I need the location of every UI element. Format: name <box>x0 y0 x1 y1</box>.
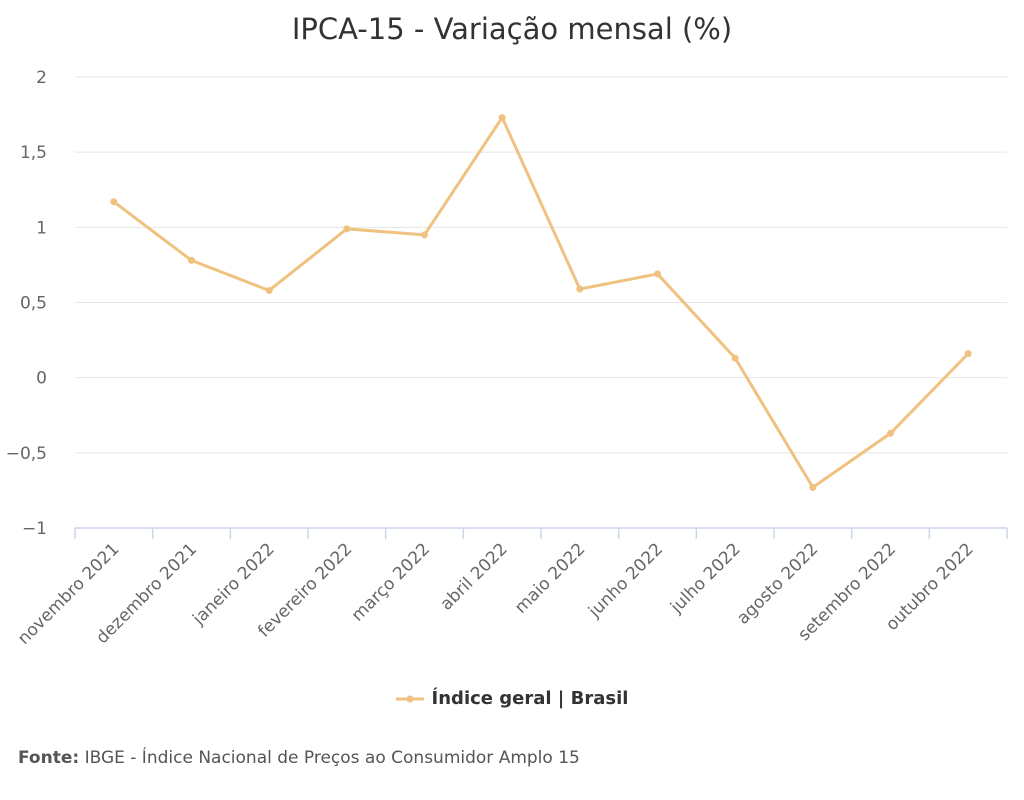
data-point[interactable] <box>809 483 817 491</box>
x-tick-label: abril 2022 <box>437 539 512 614</box>
data-point[interactable] <box>421 231 428 239</box>
data-point[interactable] <box>498 114 506 122</box>
y-tick-label: 2 <box>36 68 47 88</box>
legend-symbol <box>395 695 424 702</box>
chart-title: IPCA-15 - Variação mensal (%) <box>291 12 733 46</box>
data-point[interactable] <box>188 256 195 264</box>
x-tick-label: julho 2022 <box>666 539 745 618</box>
data-point[interactable] <box>110 198 118 206</box>
y-axis: 2 1,5 1 0,5 0 −0,5 −1 <box>6 68 47 539</box>
data-point[interactable] <box>343 225 351 233</box>
y-tick-label: −0,5 <box>6 444 47 464</box>
series-line <box>112 116 970 489</box>
y-tick-label: 1,5 <box>20 143 47 163</box>
source-label: Fonte: <box>18 748 80 768</box>
source-note: Fonte: IBGE - Índice Nacional de Preços … <box>18 748 580 768</box>
data-point[interactable] <box>964 350 972 358</box>
y-tick-label: 1 <box>36 218 47 238</box>
legend: Índice geral | Brasil <box>0 688 1024 709</box>
gridlines <box>75 76 1007 454</box>
y-tick-label: −1 <box>22 519 47 539</box>
data-point[interactable] <box>265 286 273 294</box>
source-text: IBGE - Índice Nacional de Preços ao Cons… <box>84 748 580 768</box>
data-point[interactable] <box>887 429 894 437</box>
data-point[interactable] <box>654 270 661 278</box>
y-tick-label: 0,5 <box>20 294 47 314</box>
series-layer <box>110 114 972 491</box>
legend-item[interactable]: Índice geral | Brasil <box>395 688 629 709</box>
legend-label: Índice geral | Brasil <box>431 688 629 709</box>
x-tick-label: maio 2022 <box>511 539 589 617</box>
data-point[interactable] <box>731 354 739 362</box>
x-tick-label: junho 2022 <box>584 539 667 622</box>
data-point[interactable] <box>576 285 584 293</box>
y-tick-label: 0 <box>36 369 47 389</box>
x-tick-label: março 2022 <box>348 539 434 625</box>
